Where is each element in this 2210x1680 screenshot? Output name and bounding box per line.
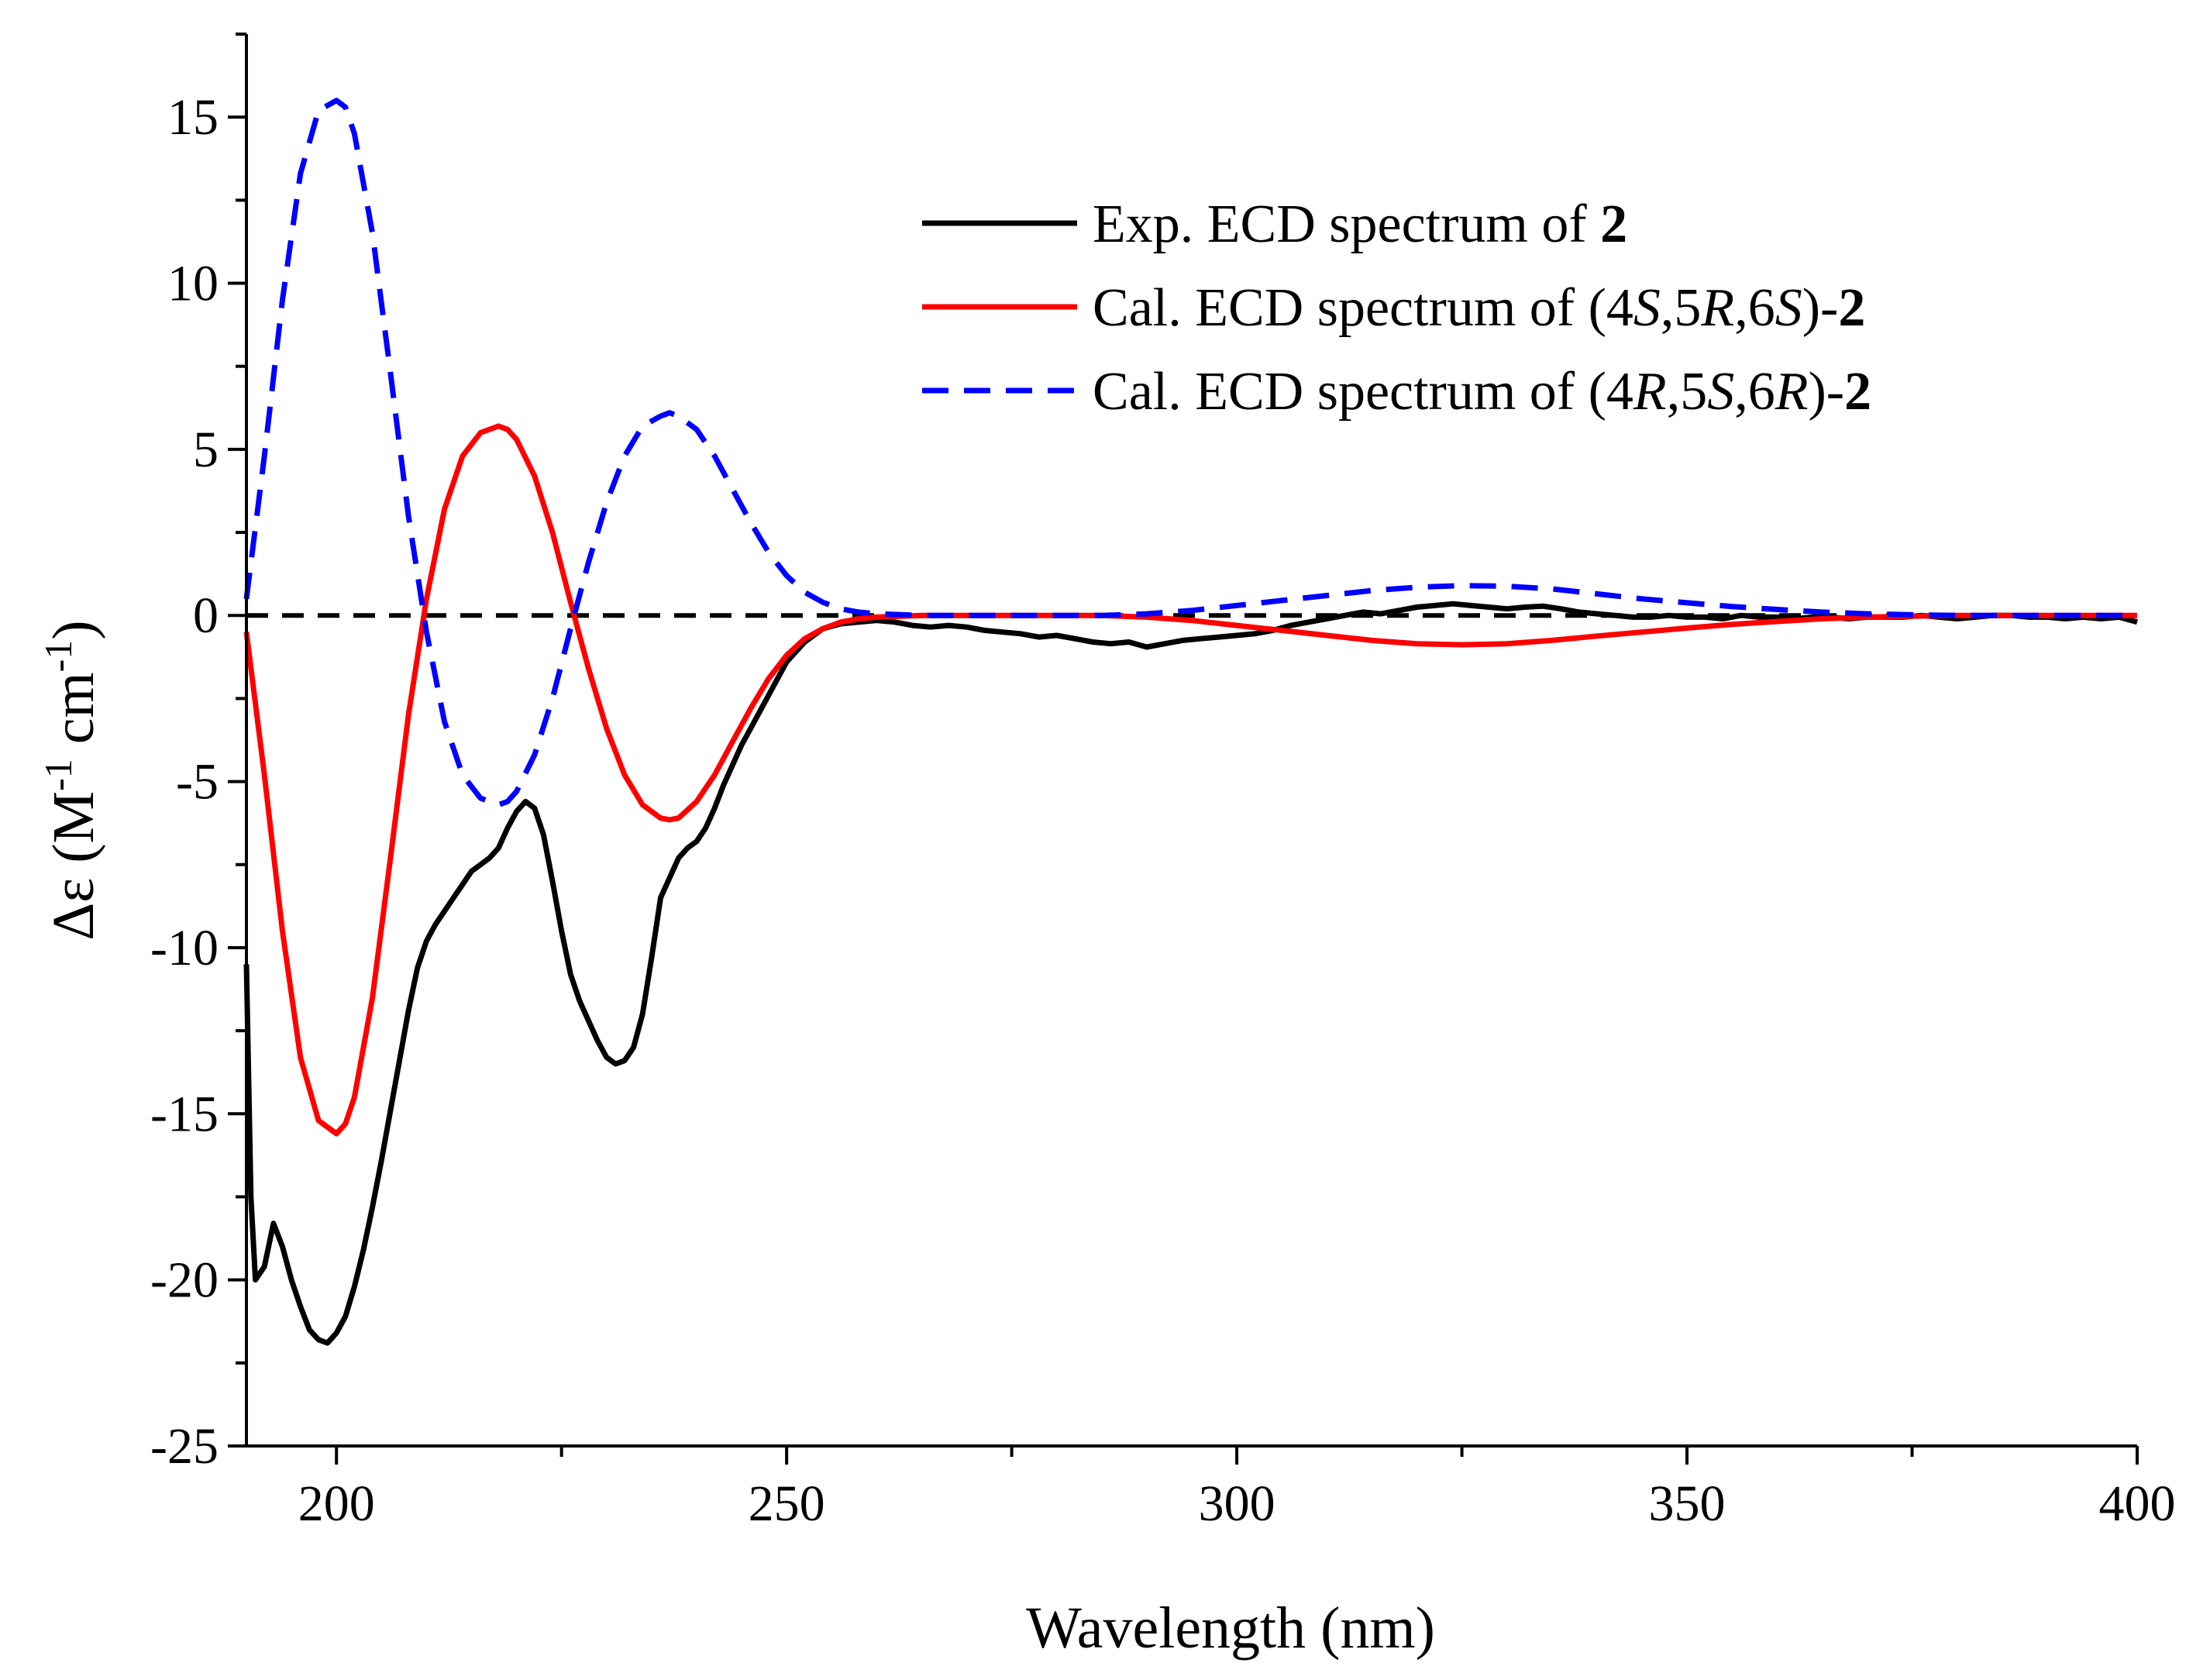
y-tick-label: 10: [167, 256, 219, 312]
plot-lines: [243, 98, 2138, 1346]
x-tick-label: 350: [1649, 1475, 1726, 1532]
y-tick-label: 0: [193, 587, 219, 644]
y-tick-label: 5: [193, 422, 219, 478]
x-tick-label: 200: [298, 1475, 375, 1532]
series-line-1: [243, 601, 2138, 1346]
x-tick-label: 400: [2099, 1475, 2176, 1532]
y-tick-label: -10: [150, 920, 219, 976]
y-tick-label: -20: [150, 1252, 219, 1309]
axes: -25 -20 -15 -10 -5 0 5 10 15 200 250 300 350 400: [150, 33, 2176, 1532]
y-tick-label: -15: [150, 1086, 219, 1142]
legend-label-2: Cal. ECD spectrum of (4S,5R,6S)-2: [1093, 278, 1865, 338]
series-line-3: [243, 98, 2137, 808]
x-tick-label: 250: [749, 1475, 825, 1532]
y-tick-label: -5: [176, 754, 219, 811]
x-axis-title: Wavelength (nm): [1026, 1596, 1435, 1661]
y-axis-title: Δε (M-1 cm-1): [36, 620, 106, 940]
x-tick-label: 300: [1199, 1475, 1275, 1532]
series-line-2: [243, 423, 2137, 1137]
legend-label-3: Cal. ECD spectrum of (4R,5S,6R)-2: [1093, 362, 1871, 422]
y-tick-label: -25: [150, 1418, 219, 1475]
y-tick-label: 15: [167, 89, 219, 146]
legend: Exp. ECD spectrum of 2 Cal. ECD spectrum …: [922, 195, 1871, 422]
legend-label-1: Exp. ECD spectrum of 2: [1093, 195, 1627, 254]
